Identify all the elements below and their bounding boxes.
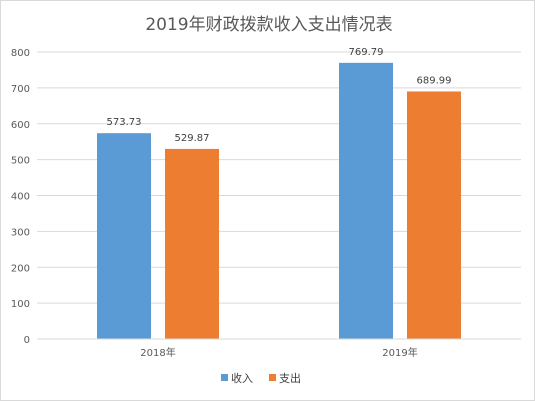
legend-swatch [221, 374, 228, 381]
legend-label: 收入 [231, 371, 253, 385]
y-tick-label: 400 [11, 192, 30, 203]
y-tick-label: 300 [11, 227, 30, 238]
y-tick-label: 700 [11, 84, 30, 95]
x-tick-label: 2018年 [140, 346, 175, 359]
bar-支出 [165, 148, 219, 339]
y-tick-label: 500 [11, 156, 30, 167]
legend-swatch [269, 374, 276, 381]
legend: 收入 支出 [221, 371, 301, 385]
y-tick-label: 200 [11, 263, 30, 274]
y-tick-label: 800 [11, 48, 30, 59]
data-label: 529.87 [175, 133, 210, 144]
bar-收入 [97, 133, 151, 339]
bars: 573.73 529.87 769.79 689.99 [97, 47, 461, 340]
legend-label: 支出 [279, 371, 301, 385]
data-label: 573.73 [107, 117, 142, 128]
chart-title: 2019年财政拨款收入支出情况表 [145, 15, 392, 35]
y-tick-label: 600 [11, 120, 30, 131]
data-label: 769.79 [349, 47, 384, 58]
y-axis: 0 100 200 300 400 500 600 700 800 [11, 48, 30, 346]
y-tick-label: 0 [24, 335, 30, 346]
y-tick-label: 100 [11, 299, 30, 310]
x-tick-label: 2019年 [382, 346, 417, 359]
data-label: 689.99 [417, 75, 452, 86]
bar-收入 [339, 62, 393, 340]
x-axis: 2018年 2019年 [37, 338, 521, 359]
bar-支出 [407, 91, 461, 339]
